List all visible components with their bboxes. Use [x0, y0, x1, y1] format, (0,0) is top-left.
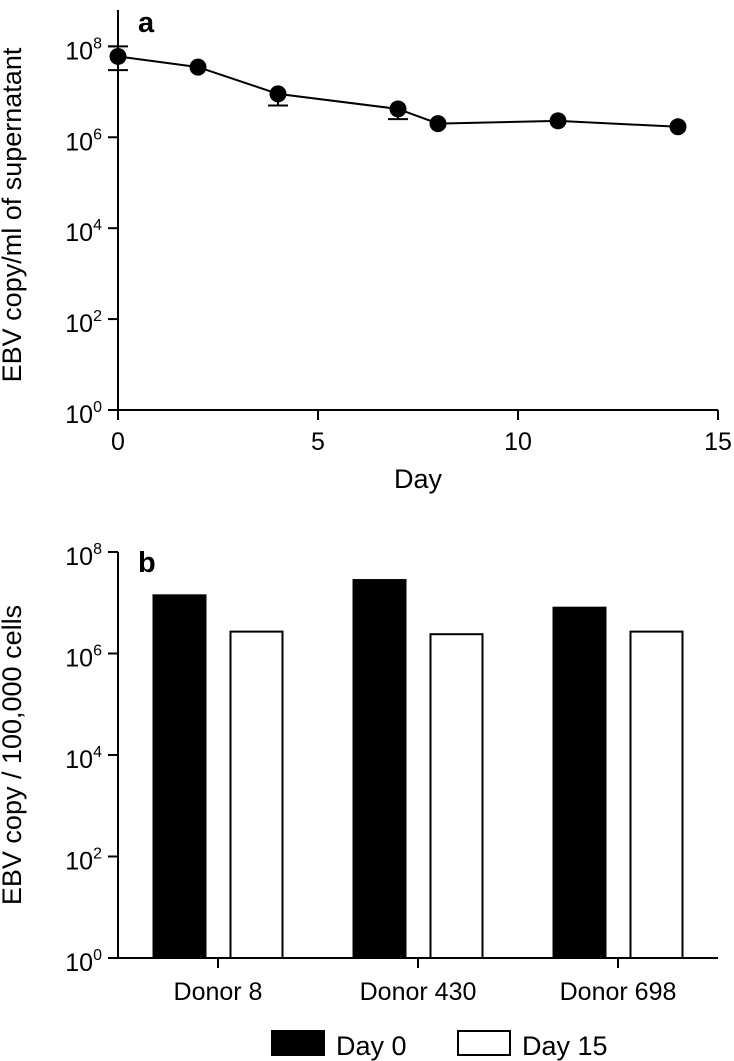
panel-b-x-tick-label: Donor 430 [360, 978, 477, 1006]
panel-a-data-point [189, 58, 207, 76]
panel-b-y-ticks: 100 102 104 106 108 [65, 541, 118, 977]
panel-a-data-point [669, 118, 687, 136]
panel-b-x-ticks: Donor 8 Donor 430 Donor 698 [174, 958, 677, 1006]
panel-a-data-point [109, 47, 127, 65]
panel-a-data-point [429, 115, 447, 133]
panel-b-x-tick-label: Donor 8 [174, 978, 263, 1006]
panel-a-y-axis-label: EBV copy/ml of supernatant [0, 47, 27, 382]
panel-b-y-tick-label: 104 [65, 744, 102, 774]
panel-a-x-tick-label: 5 [311, 428, 325, 456]
panel-a-letter: a [138, 7, 155, 39]
panel-a-x-ticks: 0 5 10 15 [111, 410, 732, 456]
panel-a-line-chart: a Day EBV copy/ml of supernatant 1001021… [0, 7, 732, 494]
panel-a-y-tick-label: 100 [65, 399, 102, 429]
panel-b-bar-day-15 [229, 630, 284, 959]
legend-swatch-day-15 [457, 1030, 511, 1056]
panel-a-data-point [389, 100, 407, 118]
panel-b-x-tick-label: Donor 698 [560, 978, 677, 1006]
panel-b-legend: Day 0 Day 15 [271, 1030, 608, 1061]
legend-swatch-day-0 [271, 1030, 325, 1056]
panel-b-bars [152, 579, 684, 960]
panel-b-y-axis-label: EBV copy / 100,000 cells [0, 605, 27, 905]
panel-a-x-tick-label: 15 [704, 428, 732, 456]
panel-b-y-tick-label: 108 [65, 541, 102, 571]
panel-a-x-axis-label: Day [394, 464, 443, 494]
panel-a-y-tick-label: 106 [65, 126, 102, 156]
panel-b-bar-day-0 [552, 606, 607, 960]
panel-a-y-tick-label: 102 [65, 308, 102, 338]
panel-a-y-tick-label: 108 [65, 35, 102, 65]
panel-a-data-point [269, 85, 287, 103]
panel-a-y-ticks: 100 102 104 106 108 [65, 35, 118, 429]
panel-a-series [108, 45, 687, 136]
panel-a-y-tick-label: 104 [65, 217, 102, 247]
panel-b-bar-day-0 [152, 594, 207, 959]
legend-label-day-0: Day 0 [336, 1031, 407, 1061]
panel-b-y-tick-label: 100 [65, 947, 102, 977]
panel-b-bar-chart: b EBV copy / 100,000 cells 1001021041061… [0, 541, 718, 1061]
panel-b-bar-day-15 [629, 630, 684, 959]
panel-b-bar-day-15 [429, 633, 484, 959]
panel-b-bar-day-0 [352, 579, 407, 959]
panel-a-x-tick-label: 10 [504, 428, 532, 456]
panel-a-x-tick-label: 0 [111, 428, 125, 456]
panel-b-y-tick-label: 106 [65, 643, 102, 673]
panel-b-y-tick-label: 102 [65, 846, 102, 876]
panel-b-letter: b [138, 547, 156, 579]
legend-label-day-15: Day 15 [522, 1031, 608, 1061]
panel-a-data-point [549, 112, 567, 130]
